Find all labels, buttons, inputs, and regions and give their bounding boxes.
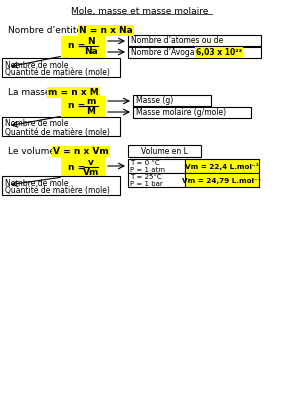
FancyBboxPatch shape — [61, 36, 105, 58]
Text: Volume en L: Volume en L — [140, 146, 187, 156]
Text: Nombre de mole: Nombre de mole — [5, 178, 69, 188]
FancyBboxPatch shape — [2, 117, 120, 136]
FancyBboxPatch shape — [128, 35, 261, 46]
Text: La masse: La masse — [8, 88, 53, 97]
Text: N = n x Na: N = n x Na — [79, 26, 133, 35]
Text: Quantité de matière (mole): Quantité de matière (mole) — [5, 128, 110, 136]
Text: m = n x M: m = n x M — [48, 88, 99, 97]
Text: Nombre d’Avogadro: Nombre d’Avogadro — [131, 48, 210, 57]
Text: Nombre de mole: Nombre de mole — [5, 60, 69, 70]
Text: Masse molaire (g/mole): Masse molaire (g/mole) — [136, 108, 226, 117]
Text: Nombre d’entités: Nombre d’entités — [8, 26, 90, 35]
Text: P = 1 bar: P = 1 bar — [130, 180, 163, 186]
Text: Nombre d’atomes ou de: Nombre d’atomes ou de — [131, 36, 223, 45]
FancyBboxPatch shape — [61, 157, 105, 179]
FancyBboxPatch shape — [128, 159, 185, 173]
FancyBboxPatch shape — [128, 173, 185, 187]
Text: 6,03 x 10²³: 6,03 x 10²³ — [196, 48, 242, 57]
FancyBboxPatch shape — [185, 173, 259, 187]
Text: P = 1 atm: P = 1 atm — [130, 166, 165, 172]
Text: n =: n = — [68, 42, 85, 50]
Text: Na: Na — [84, 47, 98, 56]
Text: n =: n = — [68, 102, 85, 110]
Text: Vm: Vm — [83, 168, 99, 177]
FancyBboxPatch shape — [185, 159, 259, 173]
Text: v: v — [88, 158, 94, 167]
Text: Mole, masse et masse molaire: Mole, masse et masse molaire — [71, 7, 209, 16]
Text: N: N — [87, 37, 95, 46]
Text: Vm = 24,79 L.mol⁻¹: Vm = 24,79 L.mol⁻¹ — [182, 176, 262, 184]
Text: M: M — [87, 107, 96, 116]
FancyBboxPatch shape — [61, 96, 105, 118]
FancyBboxPatch shape — [128, 47, 261, 58]
Text: Vm = 22,4 L.mol⁻¹: Vm = 22,4 L.mol⁻¹ — [185, 162, 259, 170]
FancyBboxPatch shape — [2, 58, 120, 77]
Text: T = 0 °C: T = 0 °C — [130, 160, 160, 166]
Text: Le volume: Le volume — [8, 147, 58, 156]
Text: Nombre de mole: Nombre de mole — [5, 120, 69, 128]
FancyBboxPatch shape — [2, 176, 120, 195]
FancyBboxPatch shape — [133, 107, 251, 118]
Text: Quantité de matière (mole): Quantité de matière (mole) — [5, 186, 110, 196]
Text: n =: n = — [68, 162, 85, 172]
FancyBboxPatch shape — [128, 145, 201, 157]
Text: Quantité de matière (mole): Quantité de matière (mole) — [5, 68, 110, 78]
Text: T = 25°C: T = 25°C — [130, 174, 162, 180]
Text: V = n x Vm: V = n x Vm — [53, 147, 109, 156]
FancyBboxPatch shape — [133, 95, 211, 106]
Text: Masse (g): Masse (g) — [136, 96, 173, 105]
Text: m: m — [86, 97, 96, 106]
